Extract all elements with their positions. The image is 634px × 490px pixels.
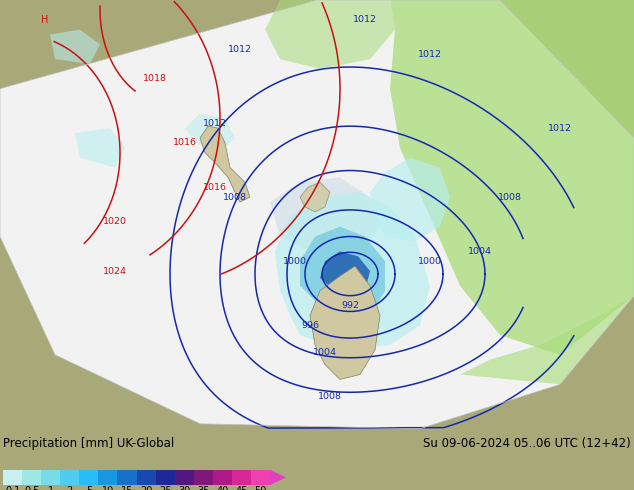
Bar <box>3 470 22 485</box>
Text: 1012: 1012 <box>353 15 377 24</box>
Text: 1008: 1008 <box>223 193 247 201</box>
Text: 1012: 1012 <box>418 49 442 59</box>
Text: 40: 40 <box>216 486 228 490</box>
Polygon shape <box>0 0 634 429</box>
Polygon shape <box>300 227 385 320</box>
Text: 0.1: 0.1 <box>5 486 20 490</box>
Polygon shape <box>270 177 380 256</box>
Text: 996: 996 <box>301 321 319 330</box>
Text: 992: 992 <box>341 301 359 310</box>
Polygon shape <box>185 113 235 153</box>
Bar <box>41 470 60 485</box>
Text: 1000: 1000 <box>418 257 442 266</box>
Text: 15: 15 <box>120 486 133 490</box>
Text: 1016: 1016 <box>173 138 197 147</box>
Bar <box>194 470 213 485</box>
Text: 1016: 1016 <box>203 183 227 192</box>
Text: 1012: 1012 <box>228 45 252 54</box>
Polygon shape <box>50 29 100 64</box>
Text: H: H <box>41 15 49 24</box>
Polygon shape <box>300 182 330 212</box>
Bar <box>22 470 41 485</box>
Text: 1024: 1024 <box>103 267 127 275</box>
Bar <box>98 470 117 485</box>
Polygon shape <box>270 470 286 485</box>
Text: 1018: 1018 <box>143 74 167 83</box>
Text: 1004: 1004 <box>468 247 492 256</box>
Polygon shape <box>320 251 370 300</box>
Text: 1008: 1008 <box>498 193 522 201</box>
Bar <box>60 470 79 485</box>
Bar <box>213 470 232 485</box>
Text: 45: 45 <box>235 486 248 490</box>
Polygon shape <box>370 158 450 242</box>
Bar <box>117 470 136 485</box>
Text: 25: 25 <box>159 486 171 490</box>
Bar <box>155 470 174 485</box>
Text: 1000: 1000 <box>283 257 307 266</box>
Text: 1012: 1012 <box>548 123 572 133</box>
Text: 1008: 1008 <box>318 392 342 401</box>
Text: 1: 1 <box>48 486 54 490</box>
Polygon shape <box>460 295 634 384</box>
Text: 1004: 1004 <box>313 348 337 357</box>
Polygon shape <box>275 192 430 350</box>
Bar <box>251 470 270 485</box>
Text: 5: 5 <box>86 486 92 490</box>
Bar <box>174 470 194 485</box>
Text: 30: 30 <box>178 486 190 490</box>
Text: 2: 2 <box>67 486 73 490</box>
Bar <box>79 470 98 485</box>
Text: 20: 20 <box>140 486 152 490</box>
Text: 10: 10 <box>102 486 114 490</box>
Text: 0.5: 0.5 <box>24 486 39 490</box>
Text: 1012: 1012 <box>203 119 227 128</box>
Polygon shape <box>265 0 395 69</box>
Polygon shape <box>75 128 125 168</box>
Text: Su 09-06-2024 05..06 UTC (12+42): Su 09-06-2024 05..06 UTC (12+42) <box>424 437 631 450</box>
Polygon shape <box>310 266 380 379</box>
Polygon shape <box>200 126 250 202</box>
Text: 50: 50 <box>254 486 267 490</box>
Bar <box>136 470 155 485</box>
Text: Precipitation [mm] UK-Global: Precipitation [mm] UK-Global <box>3 437 174 450</box>
Text: 35: 35 <box>197 486 209 490</box>
Text: 1020: 1020 <box>103 217 127 226</box>
Bar <box>232 470 251 485</box>
Polygon shape <box>390 0 634 355</box>
